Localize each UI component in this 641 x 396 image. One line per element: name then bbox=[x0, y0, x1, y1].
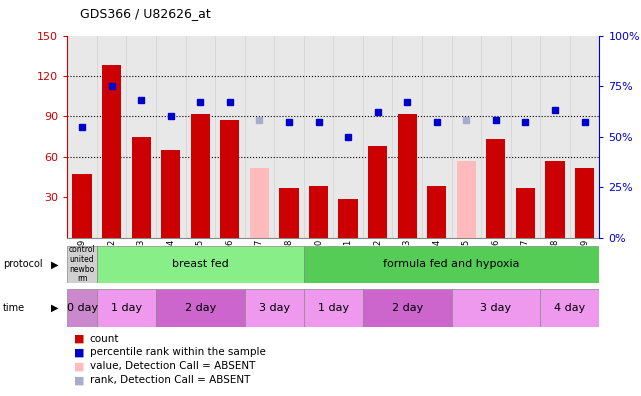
Text: ■: ■ bbox=[74, 375, 84, 385]
Bar bbox=[575, 168, 594, 238]
Bar bbox=[363, 289, 451, 327]
Text: ▶: ▶ bbox=[51, 259, 58, 269]
Text: 0 day: 0 day bbox=[67, 303, 97, 313]
Text: protocol: protocol bbox=[3, 259, 43, 269]
Bar bbox=[102, 65, 121, 238]
Text: rank, Detection Call = ABSENT: rank, Detection Call = ABSENT bbox=[90, 375, 250, 385]
Bar bbox=[487, 139, 506, 238]
Text: formula fed and hypoxia: formula fed and hypoxia bbox=[383, 259, 520, 269]
Bar bbox=[97, 246, 304, 283]
Text: ■: ■ bbox=[74, 333, 84, 344]
Text: 4 day: 4 day bbox=[554, 303, 585, 313]
Bar bbox=[279, 188, 299, 238]
Bar bbox=[516, 188, 535, 238]
Text: GDS366 / U82626_at: GDS366 / U82626_at bbox=[80, 7, 211, 20]
Text: percentile rank within the sample: percentile rank within the sample bbox=[90, 347, 265, 358]
Bar bbox=[304, 246, 599, 283]
Bar bbox=[72, 174, 92, 238]
Bar bbox=[221, 120, 240, 238]
Bar bbox=[368, 146, 387, 238]
Bar bbox=[67, 246, 97, 283]
Bar bbox=[338, 198, 358, 238]
Text: control
united
newbo
rm: control united newbo rm bbox=[69, 245, 96, 284]
Text: ▶: ▶ bbox=[51, 303, 58, 313]
Text: breast fed: breast fed bbox=[172, 259, 229, 269]
Text: ■: ■ bbox=[74, 347, 84, 358]
Text: 2 day: 2 day bbox=[392, 303, 423, 313]
Bar bbox=[156, 289, 245, 327]
Bar bbox=[427, 187, 446, 238]
Text: 2 day: 2 day bbox=[185, 303, 216, 313]
Bar bbox=[545, 161, 565, 238]
Bar bbox=[161, 150, 180, 238]
Text: 1 day: 1 day bbox=[111, 303, 142, 313]
Bar bbox=[309, 187, 328, 238]
Bar bbox=[457, 161, 476, 238]
Text: ■: ■ bbox=[74, 361, 84, 371]
Bar bbox=[191, 114, 210, 238]
Bar bbox=[540, 289, 599, 327]
Text: value, Detection Call = ABSENT: value, Detection Call = ABSENT bbox=[90, 361, 255, 371]
Bar bbox=[131, 137, 151, 238]
Bar bbox=[245, 289, 304, 327]
Text: 1 day: 1 day bbox=[318, 303, 349, 313]
Bar bbox=[304, 289, 363, 327]
Bar bbox=[67, 289, 97, 327]
Text: time: time bbox=[3, 303, 26, 313]
Bar bbox=[397, 114, 417, 238]
Bar bbox=[250, 168, 269, 238]
Bar bbox=[97, 289, 156, 327]
Text: count: count bbox=[90, 333, 119, 344]
Text: 3 day: 3 day bbox=[480, 303, 512, 313]
Bar bbox=[451, 289, 540, 327]
Text: 3 day: 3 day bbox=[258, 303, 290, 313]
